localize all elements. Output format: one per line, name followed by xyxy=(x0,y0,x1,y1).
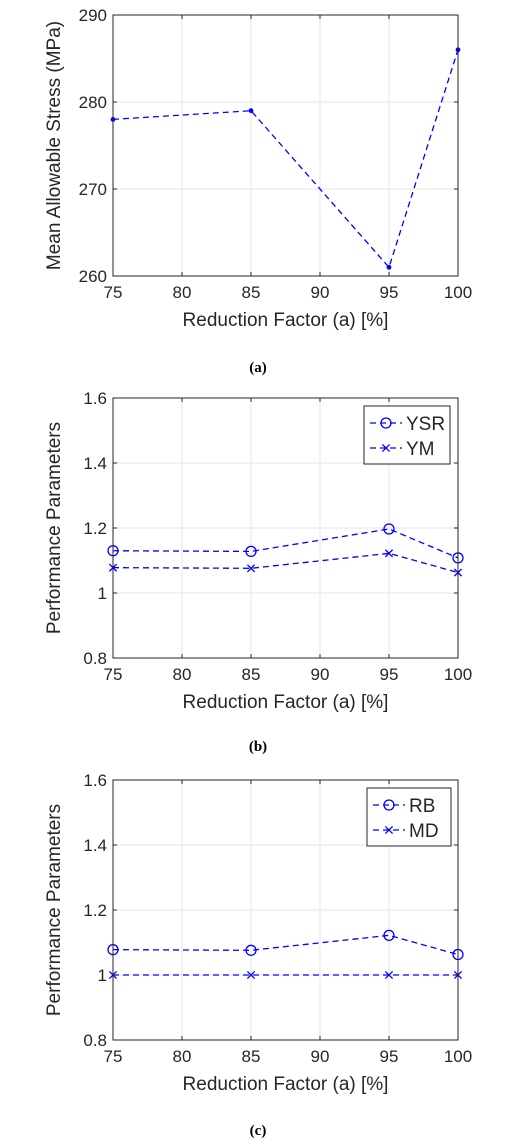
x-axis-label: Reduction Factor (a) [%] xyxy=(183,1074,389,1095)
y-tick-label: 1 xyxy=(98,966,107,985)
chart-panel-1: 75 80 85 90 95 100 0.8 1 1.2 1.4 1.6 Reduction Fact… xyxy=(44,389,472,755)
x-tick-label: 80 xyxy=(173,1047,192,1066)
data-point xyxy=(246,970,256,980)
x-tick-label: 95 xyxy=(380,1047,399,1066)
legend-box xyxy=(366,787,452,847)
y-tick-label: 0.8 xyxy=(83,649,107,668)
y-tick-label: 1 xyxy=(98,584,107,603)
legend-label: MD xyxy=(409,821,439,842)
y-tick-label: 0.8 xyxy=(83,1031,107,1050)
legend-marker xyxy=(381,443,391,453)
y-tick-label: 1.6 xyxy=(83,771,107,790)
chart-panel-2: 75 80 85 90 95 100 0.8 1 1.2 1.4 1.6 Reduction Fact… xyxy=(44,771,472,1139)
figure-caption: (a) xyxy=(249,360,267,376)
legend-label: RB xyxy=(409,796,435,817)
data-point xyxy=(383,929,395,941)
y-tick-label: 260 xyxy=(79,267,107,286)
data-point xyxy=(248,108,254,114)
x-tick-label: 100 xyxy=(444,665,472,684)
x-tick-label: 95 xyxy=(380,283,399,302)
x-tick-label: 75 xyxy=(104,283,123,302)
x-tick-label: 80 xyxy=(173,283,192,302)
x-axis-label: Reduction Factor (a) [%] xyxy=(183,310,389,331)
legend: RB MD xyxy=(366,787,452,847)
x-tick-label: 100 xyxy=(444,283,472,302)
y-tick-label: 1.2 xyxy=(83,519,107,538)
x-tick-label: 80 xyxy=(173,665,192,684)
x-axis-label: Reduction Factor (a) [%] xyxy=(183,692,389,713)
y-axis-label: Mean Allowable Stress (MPa) xyxy=(44,21,65,270)
x-tick-label: 85 xyxy=(242,283,261,302)
figure-caption: (c) xyxy=(250,1123,267,1139)
x-tick-label: 90 xyxy=(311,1047,330,1066)
x-tick-label: 75 xyxy=(104,1047,123,1066)
series-line-RB xyxy=(112,934,459,956)
x-tick-label: 90 xyxy=(311,665,330,684)
data-point xyxy=(384,549,394,558)
legend-marker xyxy=(380,417,392,429)
y-tick-label: 270 xyxy=(79,180,107,199)
series-line-YSR xyxy=(112,528,459,559)
x-tick-label: 85 xyxy=(242,1047,261,1066)
y-tick-label: 1.6 xyxy=(83,389,107,408)
data-point xyxy=(245,545,257,558)
y-tick-label: 1.4 xyxy=(83,454,107,473)
data-point xyxy=(246,564,256,573)
data-point xyxy=(384,970,394,980)
data-point xyxy=(386,264,392,270)
legend-box xyxy=(363,405,451,465)
data-point xyxy=(383,523,395,535)
plot-area xyxy=(113,15,458,276)
y-axis-label: Performance Parameters xyxy=(44,804,65,1016)
legend-label: YSR xyxy=(406,414,445,435)
x-tick-label: 90 xyxy=(311,283,330,302)
y-axis-label: Performance Parameters xyxy=(44,422,65,634)
x-tick-label: 85 xyxy=(242,665,261,684)
series-line-YM xyxy=(112,552,459,574)
data-point xyxy=(245,944,257,956)
series-line-0 xyxy=(112,49,459,269)
legend-marker xyxy=(384,825,394,835)
y-tick-label: 280 xyxy=(79,93,107,112)
x-tick-label: 100 xyxy=(444,1047,472,1066)
legend: YSR YM xyxy=(363,405,451,465)
x-tick-label: 95 xyxy=(380,665,399,684)
y-tick-label: 290 xyxy=(79,6,107,25)
x-tick-label: 75 xyxy=(104,665,123,684)
axes-box xyxy=(112,14,459,277)
figure-caption: (b) xyxy=(249,739,267,755)
legend-label: YM xyxy=(406,439,435,460)
legend-marker xyxy=(383,799,395,811)
y-tick-label: 1.4 xyxy=(83,836,107,855)
chart-panel-0: 75 80 85 90 95 100 260 270 280 290 Reduction Facto… xyxy=(44,6,472,376)
y-tick-label: 1.2 xyxy=(83,901,107,920)
